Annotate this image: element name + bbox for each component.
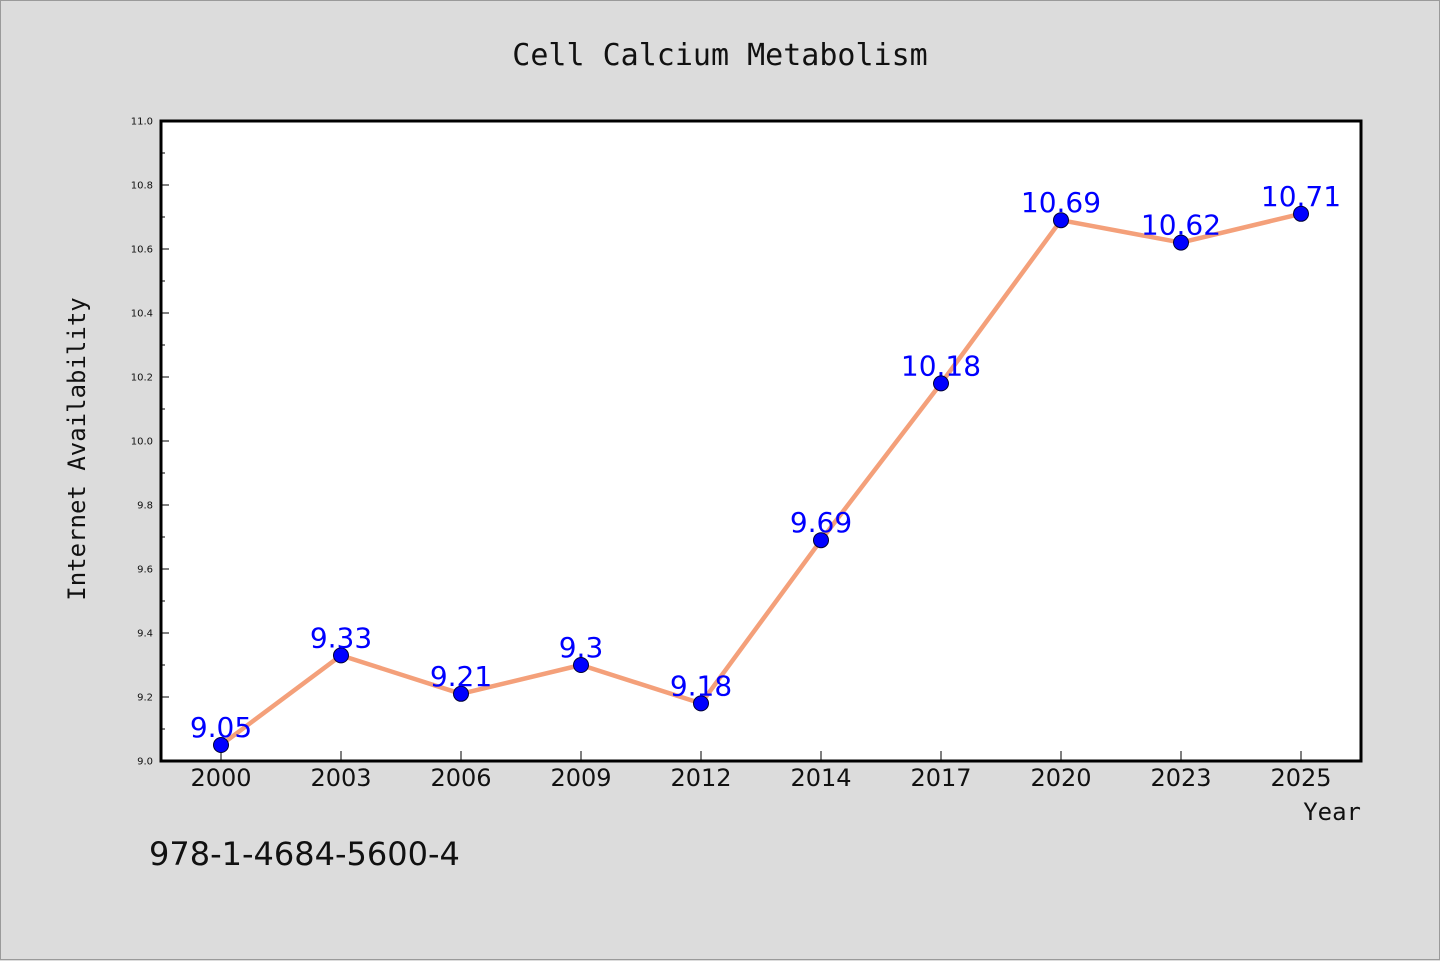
data-point	[813, 532, 829, 549]
y-tick-label: 10.0	[131, 437, 153, 448]
x-tick-label: 2012	[670, 764, 731, 792]
y-tick-label: 10.6	[131, 245, 153, 256]
data-label: 10.18	[901, 349, 981, 382]
x-tick-label: 2014	[790, 764, 851, 792]
x-axis-label: Year	[1303, 798, 1361, 826]
data-point	[693, 695, 709, 712]
y-tick-label: 11.0	[131, 117, 153, 128]
x-axis: 2000 2003 2006 2009 2012 2014 2017 2020 2023 2025	[190, 751, 1332, 792]
data-label: 10.69	[1021, 186, 1101, 219]
x-tick-label: 2006	[430, 764, 491, 792]
data-label: 10.71	[1261, 180, 1341, 213]
data-label: 9.3	[559, 631, 604, 664]
data-label: 9.05	[190, 711, 252, 744]
data-label: 9.69	[790, 506, 852, 539]
data-point	[213, 737, 229, 753]
data-point	[1293, 205, 1309, 222]
y-tick-label: 10.8	[131, 181, 153, 192]
data-point	[1053, 212, 1069, 229]
y-tick-label: 9.4	[137, 629, 153, 640]
data-point	[933, 375, 949, 392]
plot-area	[159, 119, 1363, 763]
x-tick-label: 2003	[310, 764, 371, 792]
y-axis-label: Internet Availability	[63, 297, 91, 600]
data-label: 9.33	[310, 621, 372, 654]
x-tick-label: 2020	[1030, 764, 1091, 792]
y-tick-label: 9.6	[137, 565, 153, 576]
x-tick-label: 2023	[1150, 764, 1211, 792]
y-tick-label: 10.4	[131, 309, 153, 320]
x-tick-label: 2000	[190, 764, 251, 792]
x-tick-label: 2025	[1270, 764, 1331, 792]
data-labels: 9.05 9.33 9.21 9.3 9.18 9.69 10.18 10.69 10.62 10…	[190, 180, 1341, 744]
y-tick-label: 10.2	[131, 373, 153, 384]
chart-title: Cell Calcium Metabolism	[512, 38, 927, 73]
y-axis: 9.0 9.2 9.4 9.6 9.8 10.0 10.2 10.4 10.6 10.8 11.0	[131, 117, 169, 768]
y-tick-label: 9.2	[137, 693, 153, 704]
x-tick-label: 2017	[910, 764, 971, 792]
data-label: 9.21	[430, 660, 492, 693]
series-line	[219, 211, 1302, 747]
data-point	[333, 647, 349, 664]
data-label: 10.62	[1141, 209, 1221, 242]
data-point	[453, 685, 469, 702]
data-label: 9.18	[670, 669, 732, 702]
data-point	[573, 657, 589, 673]
data-series	[213, 205, 1309, 753]
x-tick-label: 2009	[550, 764, 611, 792]
data-point	[1173, 234, 1189, 251]
y-tick-label: 9.0	[137, 757, 153, 768]
isbn-text: 978-1-4684-5600-4	[149, 835, 460, 873]
y-tick-label: 9.8	[137, 501, 153, 512]
